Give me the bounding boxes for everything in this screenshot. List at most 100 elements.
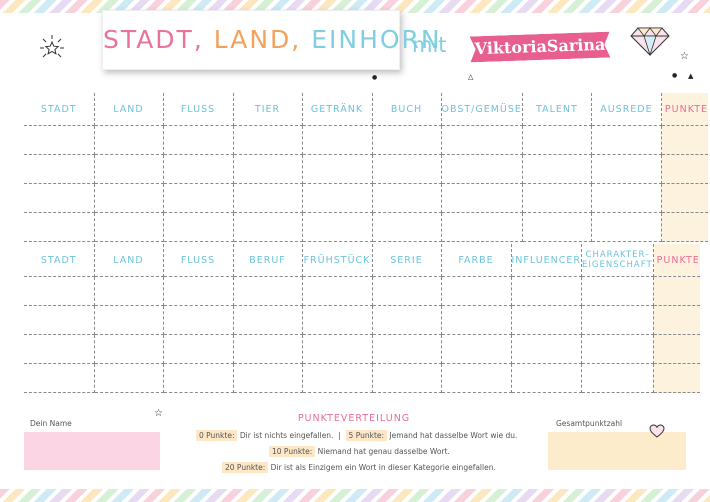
answer-cell[interactable] xyxy=(163,212,234,242)
table-row xyxy=(24,183,709,213)
column-header: TIER xyxy=(233,93,303,126)
points-cell[interactable] xyxy=(653,334,700,364)
answer-cell[interactable] xyxy=(24,212,95,242)
column-header: INFLUENCER xyxy=(511,244,582,277)
answer-cell[interactable] xyxy=(94,363,164,393)
answer-cell[interactable] xyxy=(163,154,234,184)
name-input-box[interactable] xyxy=(24,432,160,470)
answer-cell[interactable] xyxy=(441,154,523,184)
column-header: FRÜHSTÜCK xyxy=(302,244,373,277)
top-stripe-border xyxy=(0,0,710,13)
rule-separator: | xyxy=(338,431,341,440)
answer-cell[interactable] xyxy=(94,125,164,155)
answer-cell[interactable] xyxy=(372,212,442,242)
total-label: Gesamtpunktzahl xyxy=(556,419,623,428)
answer-cell[interactable] xyxy=(94,334,164,364)
answer-cell[interactable] xyxy=(522,154,592,184)
answer-cell[interactable] xyxy=(591,125,662,155)
table-row xyxy=(24,276,700,306)
answer-cell[interactable] xyxy=(522,212,592,242)
answer-cell[interactable] xyxy=(511,334,582,364)
column-header: SERIE xyxy=(372,244,442,277)
answer-cell[interactable] xyxy=(581,363,654,393)
answer-cell[interactable] xyxy=(302,212,373,242)
answer-cell[interactable] xyxy=(24,183,95,213)
answer-cell[interactable] xyxy=(511,305,582,335)
answer-cell[interactable] xyxy=(591,212,662,242)
answer-cell[interactable] xyxy=(441,334,512,364)
answer-cell[interactable] xyxy=(233,363,303,393)
answer-cell[interactable] xyxy=(163,276,234,306)
answer-cell[interactable] xyxy=(94,183,164,213)
points-cell[interactable] xyxy=(661,154,709,184)
points-cell[interactable] xyxy=(661,183,709,213)
answer-cell[interactable] xyxy=(591,183,662,213)
answer-cell[interactable] xyxy=(441,305,512,335)
answer-cell[interactable] xyxy=(94,305,164,335)
diamond-icon xyxy=(630,27,670,56)
answer-cell[interactable] xyxy=(302,334,373,364)
column-header: BUCH xyxy=(372,93,442,126)
answer-cell[interactable] xyxy=(441,363,512,393)
answer-cell[interactable] xyxy=(441,183,523,213)
triangle-icon: ▲ xyxy=(688,72,694,80)
answer-cell[interactable] xyxy=(233,154,303,184)
answer-cell[interactable] xyxy=(24,363,95,393)
points-cell[interactable] xyxy=(653,276,700,306)
column-header: FLUSS xyxy=(163,93,234,126)
answer-cell[interactable] xyxy=(372,305,442,335)
points-cell[interactable] xyxy=(661,125,709,155)
answer-cell[interactable] xyxy=(372,183,442,213)
answer-cell[interactable] xyxy=(302,363,373,393)
answer-cell[interactable] xyxy=(581,334,654,364)
answer-cell[interactable] xyxy=(511,363,582,393)
points-cell[interactable] xyxy=(653,363,700,393)
table-row xyxy=(24,305,700,335)
answer-cell[interactable] xyxy=(233,212,303,242)
total-input-box[interactable] xyxy=(548,432,686,470)
answer-cell[interactable] xyxy=(372,125,442,155)
title-word-land: LAND, xyxy=(213,25,302,54)
answer-cell[interactable] xyxy=(94,276,164,306)
answer-cell[interactable] xyxy=(372,334,442,364)
answer-cell[interactable] xyxy=(163,183,234,213)
answer-cell[interactable] xyxy=(94,212,164,242)
answer-cell[interactable] xyxy=(233,276,303,306)
points-cell[interactable] xyxy=(653,305,700,335)
answer-cell[interactable] xyxy=(511,276,582,306)
answer-cell[interactable] xyxy=(24,154,95,184)
answer-cell[interactable] xyxy=(163,363,234,393)
answer-cell[interactable] xyxy=(163,305,234,335)
points-cell[interactable] xyxy=(661,212,709,242)
answer-cell[interactable] xyxy=(24,125,95,155)
answer-cell[interactable] xyxy=(581,276,654,306)
answer-cell[interactable] xyxy=(163,125,234,155)
answer-cell[interactable] xyxy=(441,276,512,306)
answer-cell[interactable] xyxy=(233,183,303,213)
answer-cell[interactable] xyxy=(522,125,592,155)
answer-cell[interactable] xyxy=(233,125,303,155)
answer-cell[interactable] xyxy=(522,183,592,213)
answer-cell[interactable] xyxy=(24,305,95,335)
answer-cell[interactable] xyxy=(302,183,373,213)
answer-cell[interactable] xyxy=(372,276,442,306)
answer-cell[interactable] xyxy=(372,363,442,393)
rules-title: PUNKTEVERTEILUNG xyxy=(297,413,411,424)
answer-cell[interactable] xyxy=(372,154,442,184)
answer-cell[interactable] xyxy=(302,305,373,335)
answer-cell[interactable] xyxy=(24,276,95,306)
answer-cell[interactable] xyxy=(233,305,303,335)
answer-cell[interactable] xyxy=(302,125,373,155)
answer-cell[interactable] xyxy=(302,276,373,306)
bottom-stripe-border xyxy=(0,489,710,502)
answer-cell[interactable] xyxy=(591,154,662,184)
answer-cell[interactable] xyxy=(441,125,523,155)
answer-cell[interactable] xyxy=(94,154,164,184)
answer-cell[interactable] xyxy=(302,154,373,184)
answer-cell[interactable] xyxy=(163,334,234,364)
answer-cell[interactable] xyxy=(233,334,303,364)
star-icon: ☆ xyxy=(154,408,163,419)
answer-cell[interactable] xyxy=(24,334,95,364)
answer-cell[interactable] xyxy=(441,212,523,242)
answer-cell[interactable] xyxy=(581,305,654,335)
